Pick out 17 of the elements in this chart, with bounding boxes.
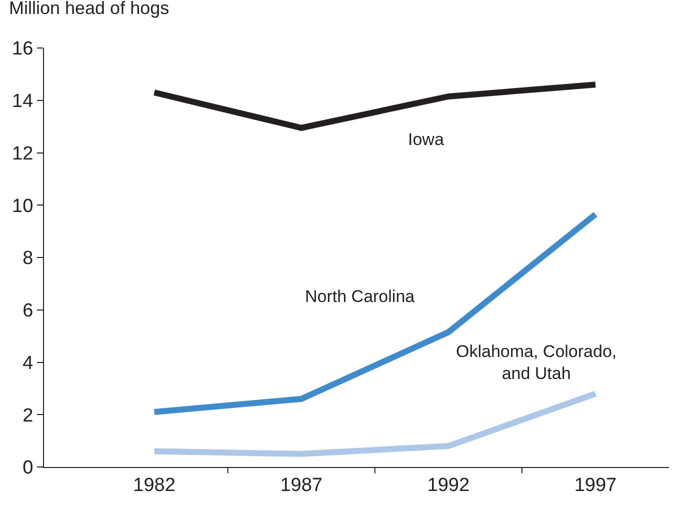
y-tick-label: 0: [22, 458, 34, 479]
x-tick-label: 1992: [427, 474, 470, 496]
x-tick-label: 1987: [280, 474, 322, 496]
y-tick-label: 8: [22, 248, 34, 270]
x-tick-label: 1997: [574, 474, 617, 496]
y-tick-label: 14: [12, 91, 34, 112]
y-axis-title: Million head of hogs: [9, 0, 170, 18]
y-tick-label: 12: [12, 143, 34, 164]
y-tick-label: 4: [22, 352, 34, 374]
y-tick-label: 10: [12, 196, 34, 217]
text: North Carolina: [305, 287, 416, 306]
series-label: Iowa: [408, 130, 444, 149]
y-tick-label: 6: [22, 300, 34, 322]
x-tick-label: 1982: [133, 474, 176, 496]
y-tick-label: 16: [12, 38, 34, 60]
series-label: Oklahoma, Colorado, and Utah: [456, 342, 617, 384]
y-tick-label: 2: [22, 405, 34, 426]
